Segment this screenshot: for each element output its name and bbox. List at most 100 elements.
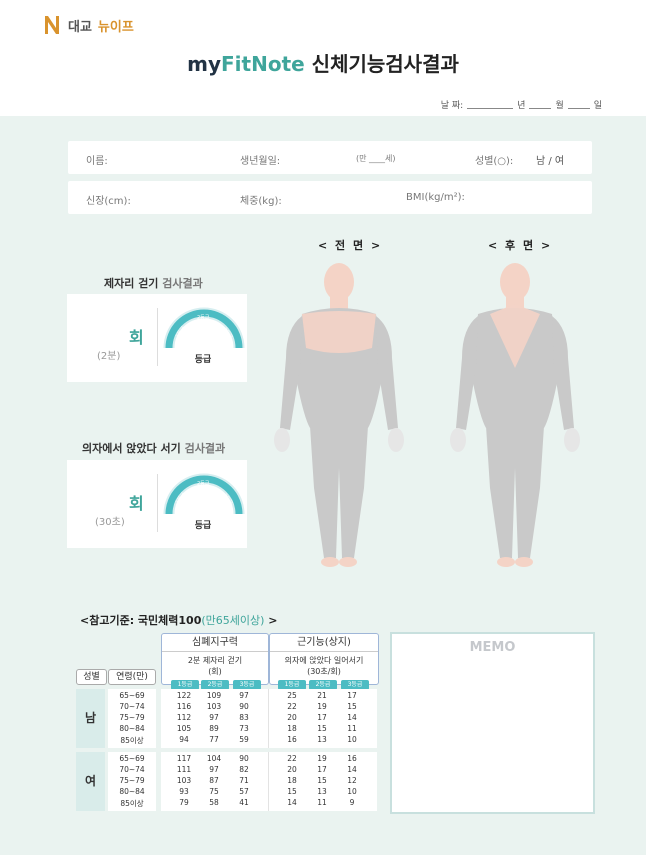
muscle-g3-pill: 3등급 (341, 680, 369, 690)
female-ages: 65~69 70~74 75~79 80~84 85이상 (108, 752, 156, 811)
age-cell: 65~69 (119, 691, 145, 700)
test2-g2: 2등급 (197, 481, 210, 487)
table-cell: 97 (209, 765, 219, 774)
reference-title: <참고기준: 국민체력100(만65세이상) > (80, 612, 277, 628)
age-cell: 75~79 (119, 713, 145, 722)
table-cell: 11 (347, 724, 357, 733)
day-blank[interactable] (567, 100, 590, 109)
table-cell: 18 (287, 724, 297, 733)
table-cell: 71 (239, 776, 249, 785)
cardio-title: 심폐지구력 (162, 634, 268, 652)
muscle-header: 근기능(상지) 의자에 앉았다 일어서기 (30초/회) (269, 633, 379, 685)
table-cell: 82 (239, 765, 249, 774)
memo-box[interactable]: MEMO (390, 632, 595, 814)
test2-duration: (30초) (95, 517, 125, 528)
test2-gauge: 1등급 2등급 3등급 (163, 473, 245, 515)
test2-card: 회 (30초) 1등급 2등급 3등급 등급 (67, 460, 247, 548)
back-body-icon (450, 263, 580, 567)
age-field[interactable]: (만 ____세) (356, 154, 396, 163)
cardio-header: 심폐지구력 2분 제자리 걷기 (회) (161, 633, 269, 685)
table-cell: 18 (287, 776, 297, 785)
ref-title-age: (만65세이상) (201, 614, 265, 627)
table-cell: 116 (176, 702, 192, 711)
page-title: myFitNote 신체기능검사결과 (0, 48, 646, 77)
muscle-g1-pill: 1등급 (278, 680, 306, 690)
table-cell: 122 (176, 691, 192, 700)
age-header: 연령(만) (108, 669, 156, 685)
table-cell: 90 (239, 702, 249, 711)
brand-name: 뉴이프 (97, 19, 134, 35)
age-cell: 65~69 (119, 754, 145, 763)
test1-card: 회 (2분) 1등급 2등급 3등급 등급 (67, 294, 247, 382)
test2-sub: 검사결과 (184, 442, 226, 455)
table-cell: 117 (176, 754, 192, 763)
table-cell: 22 (287, 702, 297, 711)
table-cell: 87 (209, 776, 219, 785)
age-cell: 85이상 (120, 799, 144, 808)
table-cell: 93 (179, 787, 189, 796)
sex-options[interactable]: 남 / 여 (536, 156, 565, 167)
month-blank[interactable] (529, 100, 552, 109)
weight-field[interactable]: 체중(kg): (240, 196, 282, 207)
memo-title: MEMO (469, 640, 516, 655)
muscle-g2-pill: 2등급 (309, 680, 337, 690)
info-row-1: 이름: 생년월일: (만 ____세) 성별(○): 남 / 여 (68, 141, 592, 174)
ref-title-main: <참고기준: 국민체력100 (80, 614, 202, 627)
table-cell: 89 (209, 724, 219, 733)
sex-header: 성별 (76, 669, 107, 685)
age-cell: 70~74 (119, 702, 145, 711)
back-body-figure (450, 263, 580, 567)
table-cell: 109 (206, 691, 222, 700)
table-cell: 25 (287, 691, 297, 700)
table-cell: 97 (239, 691, 249, 700)
table-cell: 20 (287, 765, 297, 774)
test2-divider (157, 474, 158, 532)
female-values: 117 104 90 22 19 16 111 97 82 20 17 14 103 87 71 18 15 12… (161, 752, 377, 811)
table-cell: 103 (176, 776, 192, 785)
table-cell: 41 (239, 798, 249, 807)
table-cell: 20 (287, 713, 297, 722)
table-cell: 19 (317, 702, 327, 711)
table-cell: 75 (209, 787, 219, 796)
month-label: 월 (555, 101, 564, 111)
table-cell: 58 (209, 798, 219, 807)
table-cell: 16 (347, 754, 357, 763)
table-cell: 104 (206, 754, 222, 763)
front-body-icon (274, 263, 404, 567)
test1-duration: (2분) (97, 351, 121, 362)
year-blank[interactable] (467, 100, 514, 109)
test1-title: 제자리 걷기 검사결과 (104, 275, 203, 291)
table-cell: 112 (176, 713, 192, 722)
age-cell: 80~84 (119, 787, 145, 796)
date-field: 날 짜: 년 월 일 (441, 98, 602, 111)
group-divider (268, 752, 269, 811)
front-view-label: < 전 면 > (318, 239, 383, 252)
birth-field[interactable]: 생년월일: (240, 156, 281, 167)
bmi-field[interactable]: BMI(kg/m²): (406, 192, 465, 203)
table-cell: 83 (239, 713, 249, 722)
table-cell: 105 (176, 724, 192, 733)
test2-unit: 회 (129, 494, 144, 513)
age-cell: 70~74 (119, 765, 145, 774)
back-view-label: < 후 면 > (488, 239, 553, 252)
table-cell: 15 (287, 787, 297, 796)
table-cell: 79 (179, 798, 189, 807)
day-label: 일 (593, 101, 602, 111)
name-field[interactable]: 이름: (86, 156, 108, 167)
test1-gauge: 1등급 2등급 3등급 (163, 307, 245, 349)
date-label: 날 짜: (440, 101, 464, 111)
height-field[interactable]: 신장(cm): (86, 196, 131, 207)
age-cell: 85이상 (120, 736, 144, 745)
test1-grade: 등급 (194, 355, 212, 365)
table-cell: 19 (317, 754, 327, 763)
test1-divider (157, 308, 158, 366)
table-cell: 17 (347, 691, 357, 700)
table-cell: 14 (347, 765, 357, 774)
table-cell: 13 (317, 735, 327, 744)
table-cell: 59 (239, 735, 249, 744)
table-cell: 10 (347, 787, 357, 796)
ref-title-end: > (264, 614, 278, 627)
logo-n-icon (45, 16, 59, 34)
male-values: 122 109 97 25 21 17 116 103 90 22 19 15 112 97 83 20 17 1… (161, 689, 377, 748)
brand-logo: 대교 뉴이프 (42, 14, 134, 36)
